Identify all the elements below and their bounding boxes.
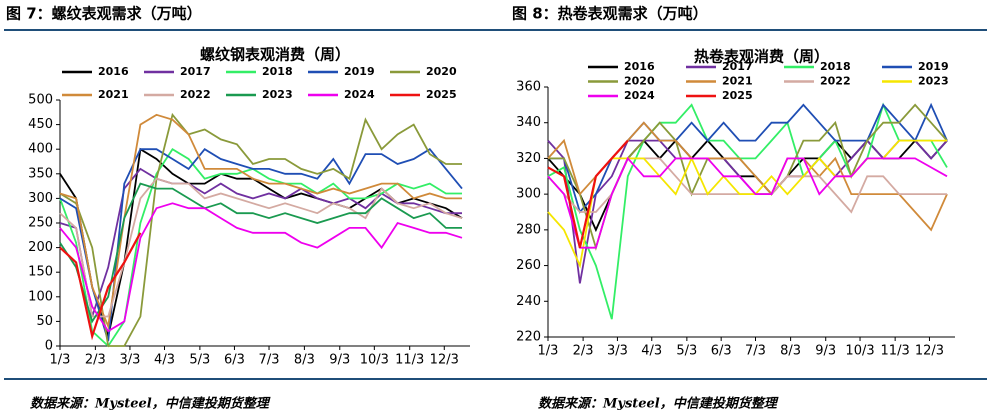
legend-label: 2021: [98, 88, 129, 101]
chart-title: 热卷表观消费（周）: [694, 48, 829, 66]
series-line: [547, 156, 948, 249]
legend-label: 2022: [180, 88, 211, 101]
y-tick-label: 200: [28, 240, 53, 255]
x-tick-label: 6/3: [711, 344, 732, 359]
x-tick-label: 9/3: [815, 344, 836, 359]
y-tick-label: 300: [516, 187, 541, 202]
y-tick-label: 250: [28, 216, 53, 231]
x-tick-label: 12/3: [915, 344, 944, 359]
x-tick-label: 9/3: [329, 353, 350, 368]
x-tick-label: 5/3: [676, 344, 697, 359]
x-tick-label: 11/3: [395, 353, 424, 368]
y-tick-label: 340: [516, 115, 541, 130]
legend-label: 2020: [426, 65, 457, 78]
legend-label: 2018: [262, 65, 293, 78]
x-tick-label: 3/3: [607, 344, 628, 359]
legend-label: 2019: [918, 60, 949, 73]
y-tick-label: 350: [28, 166, 53, 181]
x-tick-label: 2/3: [573, 344, 594, 359]
y-tick-label: 100: [28, 289, 53, 304]
figure-header: 图 7：螺纹表观需求（万吨）: [6, 5, 202, 23]
legend-label: 2023: [918, 75, 949, 88]
x-tick-label: 2/3: [85, 353, 106, 368]
chart-title: 螺纹钢表观消费（周）: [200, 46, 350, 64]
legend-label: 2016: [98, 65, 129, 78]
legend-label: 2023: [262, 88, 293, 101]
y-tick-label: 500: [28, 93, 53, 108]
y-tick-label: 220: [516, 330, 541, 345]
x-tick-label: 10/3: [360, 353, 389, 368]
series-line: [59, 113, 462, 330]
legend-label: 2022: [820, 75, 851, 88]
series-line: [59, 182, 462, 324]
legend-label: 2020: [624, 75, 655, 88]
legend-label: 2024: [344, 88, 375, 101]
source-note: 数据来源：Mysteel，中信建投期货整理: [538, 396, 779, 412]
x-tick-label: 8/3: [780, 344, 801, 359]
legend-label: 2016: [624, 60, 655, 73]
legend-label: 2019: [344, 65, 375, 78]
legend-label: 2017: [180, 65, 211, 78]
series-line: [59, 177, 463, 318]
x-tick-label: 1/3: [538, 344, 559, 359]
figure-header: 图 8：热卷表观需求（万吨）: [512, 5, 708, 23]
series-line: [59, 112, 462, 347]
legend-label: 2025: [722, 89, 753, 102]
y-tick-label: 300: [28, 191, 53, 206]
y-tick-label: 150: [28, 265, 53, 280]
y-tick-label: 450: [28, 117, 53, 132]
x-tick-label: 5/3: [189, 353, 210, 368]
legend-label: 2024: [624, 89, 655, 102]
x-tick-label: 1/3: [50, 353, 71, 368]
y-tick-label: 400: [28, 142, 53, 157]
x-tick-label: 12/3: [430, 353, 459, 368]
legend-label: 2018: [820, 60, 851, 73]
legend-label: 2021: [722, 75, 753, 88]
x-tick-label: 4/3: [154, 353, 175, 368]
x-tick-label: 4/3: [641, 344, 662, 359]
series-line: [547, 102, 948, 320]
x-tick-label: 6/3: [224, 353, 245, 368]
y-tick-label: 360: [516, 80, 541, 95]
series-line: [59, 202, 463, 333]
x-tick-label: 11/3: [881, 344, 910, 359]
y-tick-label: 280: [516, 222, 541, 237]
y-tick-label: 50: [36, 314, 53, 329]
x-tick-label: 7/3: [745, 344, 766, 359]
x-tick-label: 10/3: [845, 344, 874, 359]
source-note: 数据来源：Mysteel，中信建投期货整理: [30, 396, 271, 412]
y-tick-label: 260: [516, 258, 541, 273]
y-tick-label: 0: [45, 339, 53, 354]
x-tick-label: 8/3: [294, 353, 315, 368]
x-tick-label: 3/3: [119, 353, 140, 368]
legend-label: 2025: [426, 88, 457, 101]
series-line: [59, 148, 463, 342]
legend-label: 2017: [722, 60, 753, 73]
x-tick-label: 7/3: [259, 353, 280, 368]
y-tick-label: 240: [516, 294, 541, 309]
y-tick-label: 320: [516, 151, 541, 166]
series-line: [59, 232, 142, 341]
series-line: [547, 139, 629, 248]
